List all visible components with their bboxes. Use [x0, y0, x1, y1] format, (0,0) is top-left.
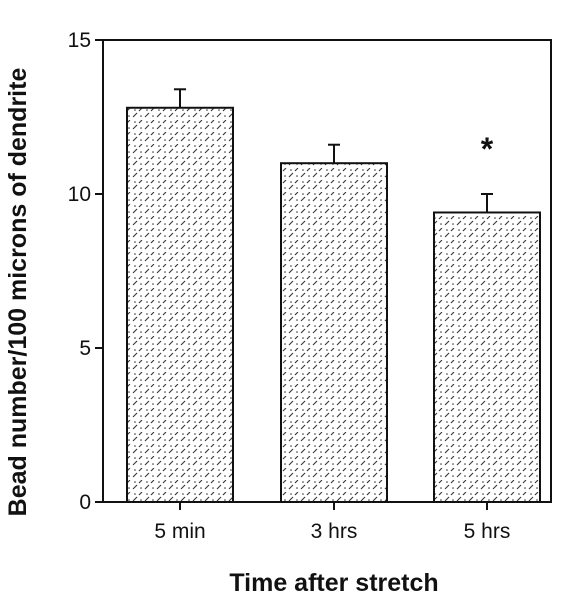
y-axis-title: Bead number/100 microns of dendrite	[4, 68, 32, 517]
bars-group: *	[126, 88, 541, 503]
bar-3	[433, 211, 541, 503]
y-tick-label-1: 0	[79, 491, 91, 514]
significance-marker: *	[481, 131, 494, 167]
x-axis-ticks: 5 min 3 hrs 5 hrs	[154, 502, 510, 543]
x-tick-label-1: 5 min	[154, 520, 205, 543]
y-tick-label-2: 5	[79, 337, 91, 360]
y-axis-ticks: 0 5 10 15	[68, 29, 103, 514]
x-axis-title: Time after stretch	[229, 569, 438, 597]
bar-1	[126, 106, 234, 503]
y-tick-label-3: 10	[68, 183, 91, 206]
x-tick-label-2: 3 hrs	[311, 520, 358, 543]
x-tick-label-3: 5 hrs	[464, 520, 511, 543]
bar-2	[280, 162, 388, 503]
y-tick-label-4: 15	[68, 29, 91, 52]
